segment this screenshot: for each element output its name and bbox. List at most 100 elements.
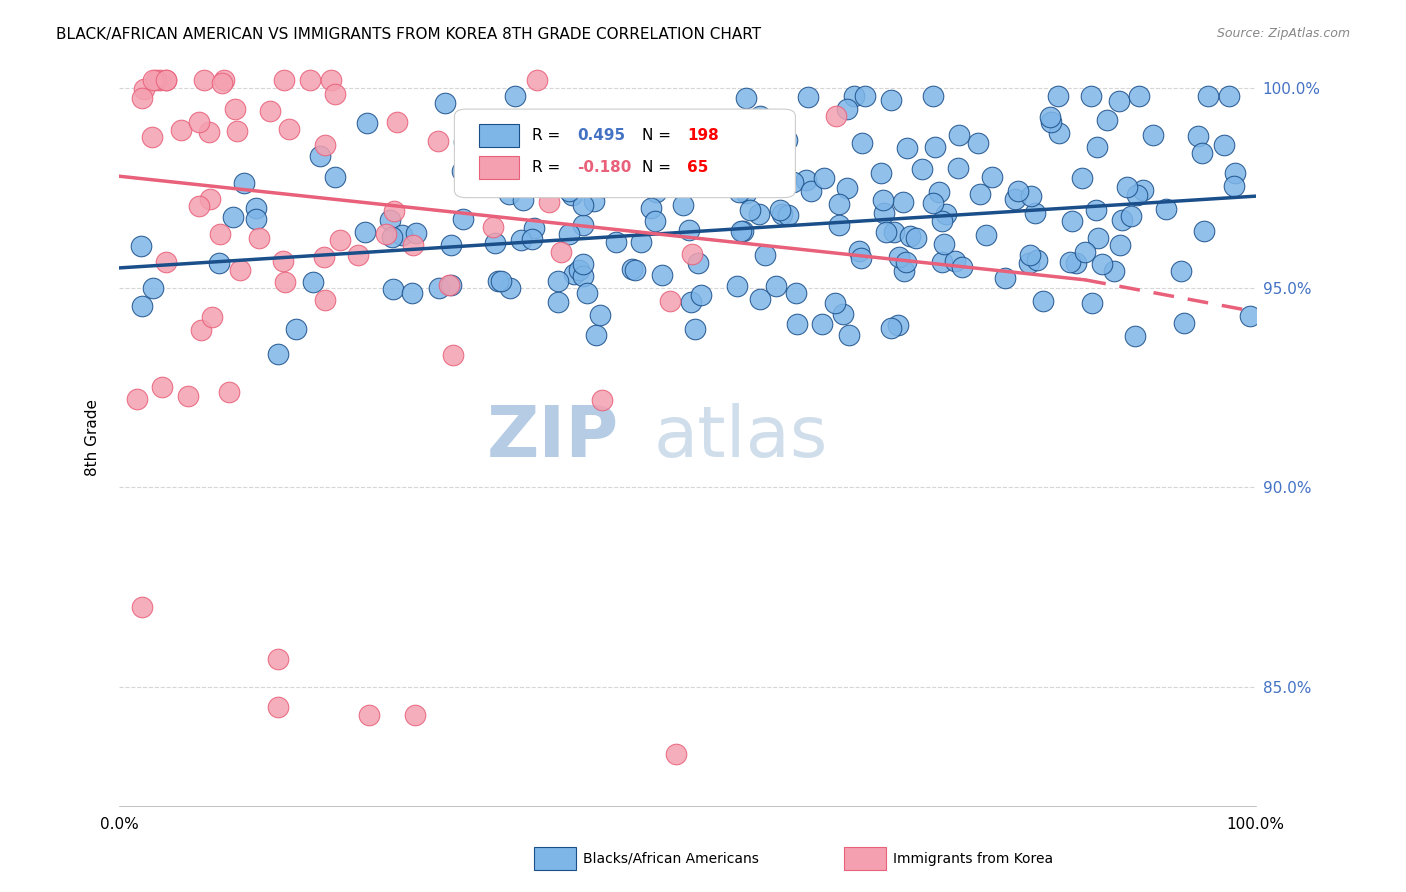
- Point: [1126, 187, 1149, 202]
- Point: [645, 185, 668, 199]
- Point: [1222, 178, 1244, 193]
- Text: -0.180: -0.180: [576, 160, 631, 175]
- Point: [299, 73, 322, 87]
- Point: [591, 392, 613, 407]
- Point: [640, 201, 662, 215]
- Point: [1038, 111, 1060, 125]
- Point: [450, 164, 472, 178]
- Point: [509, 124, 531, 138]
- Point: [329, 233, 352, 247]
- Point: [922, 89, 945, 103]
- Point: [575, 286, 598, 301]
- Point: [141, 130, 163, 145]
- Point: [451, 211, 474, 226]
- Point: [131, 599, 153, 614]
- Point: [974, 228, 997, 243]
- Point: [1024, 206, 1046, 220]
- Point: [562, 267, 585, 281]
- Point: [319, 73, 342, 87]
- Point: [150, 380, 173, 394]
- Point: [325, 170, 347, 185]
- Point: [678, 223, 700, 237]
- Point: [880, 93, 903, 107]
- Point: [644, 213, 666, 227]
- Point: [273, 253, 295, 268]
- Point: [142, 281, 165, 295]
- Point: [1026, 253, 1049, 268]
- Point: [346, 248, 368, 262]
- Point: [579, 130, 602, 145]
- Point: [481, 219, 503, 234]
- Point: [561, 187, 583, 202]
- Point: [572, 268, 595, 283]
- Point: [1132, 183, 1154, 197]
- Point: [1018, 255, 1040, 269]
- Point: [796, 173, 818, 187]
- Text: N =: N =: [643, 128, 676, 143]
- Text: 65: 65: [688, 160, 709, 175]
- Point: [748, 292, 770, 306]
- Point: [225, 124, 247, 138]
- Point: [844, 89, 866, 103]
- Point: [208, 256, 231, 270]
- Point: [931, 214, 953, 228]
- Point: [671, 198, 693, 212]
- Point: [572, 198, 595, 212]
- Point: [1239, 309, 1261, 323]
- Text: 198: 198: [688, 128, 718, 143]
- Point: [1173, 316, 1195, 330]
- Point: [735, 186, 758, 200]
- Point: [624, 263, 647, 277]
- Point: [1019, 188, 1042, 202]
- Point: [889, 250, 911, 264]
- Y-axis label: 8th Grade: 8th Grade: [86, 399, 100, 476]
- Point: [825, 109, 848, 123]
- Point: [592, 180, 614, 194]
- Point: [433, 96, 456, 111]
- Point: [129, 239, 152, 253]
- Point: [873, 205, 896, 219]
- Point: [177, 389, 200, 403]
- Point: [1095, 113, 1118, 128]
- Text: BLACK/AFRICAN AMERICAN VS IMMIGRANTS FROM KOREA 8TH GRADE CORRELATION CHART: BLACK/AFRICAN AMERICAN VS IMMIGRANTS FRO…: [56, 27, 762, 42]
- Point: [813, 171, 835, 186]
- Point: [1085, 202, 1108, 217]
- Point: [824, 296, 846, 310]
- Point: [284, 322, 307, 336]
- Point: [198, 125, 221, 139]
- Point: [734, 91, 756, 105]
- Point: [1213, 137, 1236, 152]
- Point: [727, 186, 749, 200]
- Point: [526, 73, 548, 87]
- Point: [193, 73, 215, 87]
- Point: [924, 139, 946, 153]
- Point: [232, 177, 254, 191]
- Point: [155, 254, 177, 268]
- Point: [786, 317, 808, 331]
- Point: [550, 245, 572, 260]
- Point: [1108, 238, 1130, 252]
- Point: [797, 90, 820, 104]
- Point: [880, 321, 903, 335]
- Point: [278, 122, 301, 136]
- Point: [439, 278, 461, 293]
- Text: 0.495: 0.495: [576, 128, 626, 143]
- Point: [558, 227, 581, 241]
- Point: [503, 89, 526, 103]
- Point: [583, 194, 606, 208]
- Point: [695, 134, 717, 148]
- Text: ZIP: ZIP: [486, 403, 619, 472]
- Point: [1218, 89, 1240, 103]
- Point: [582, 147, 605, 161]
- Point: [1115, 180, 1137, 194]
- Point: [612, 155, 634, 169]
- Point: [898, 228, 921, 243]
- Point: [1123, 329, 1146, 343]
- Point: [547, 294, 569, 309]
- Point: [738, 203, 761, 218]
- Point: [835, 102, 858, 116]
- Point: [749, 109, 772, 123]
- Point: [1085, 140, 1108, 154]
- Point: [693, 178, 716, 193]
- Point: [589, 308, 612, 322]
